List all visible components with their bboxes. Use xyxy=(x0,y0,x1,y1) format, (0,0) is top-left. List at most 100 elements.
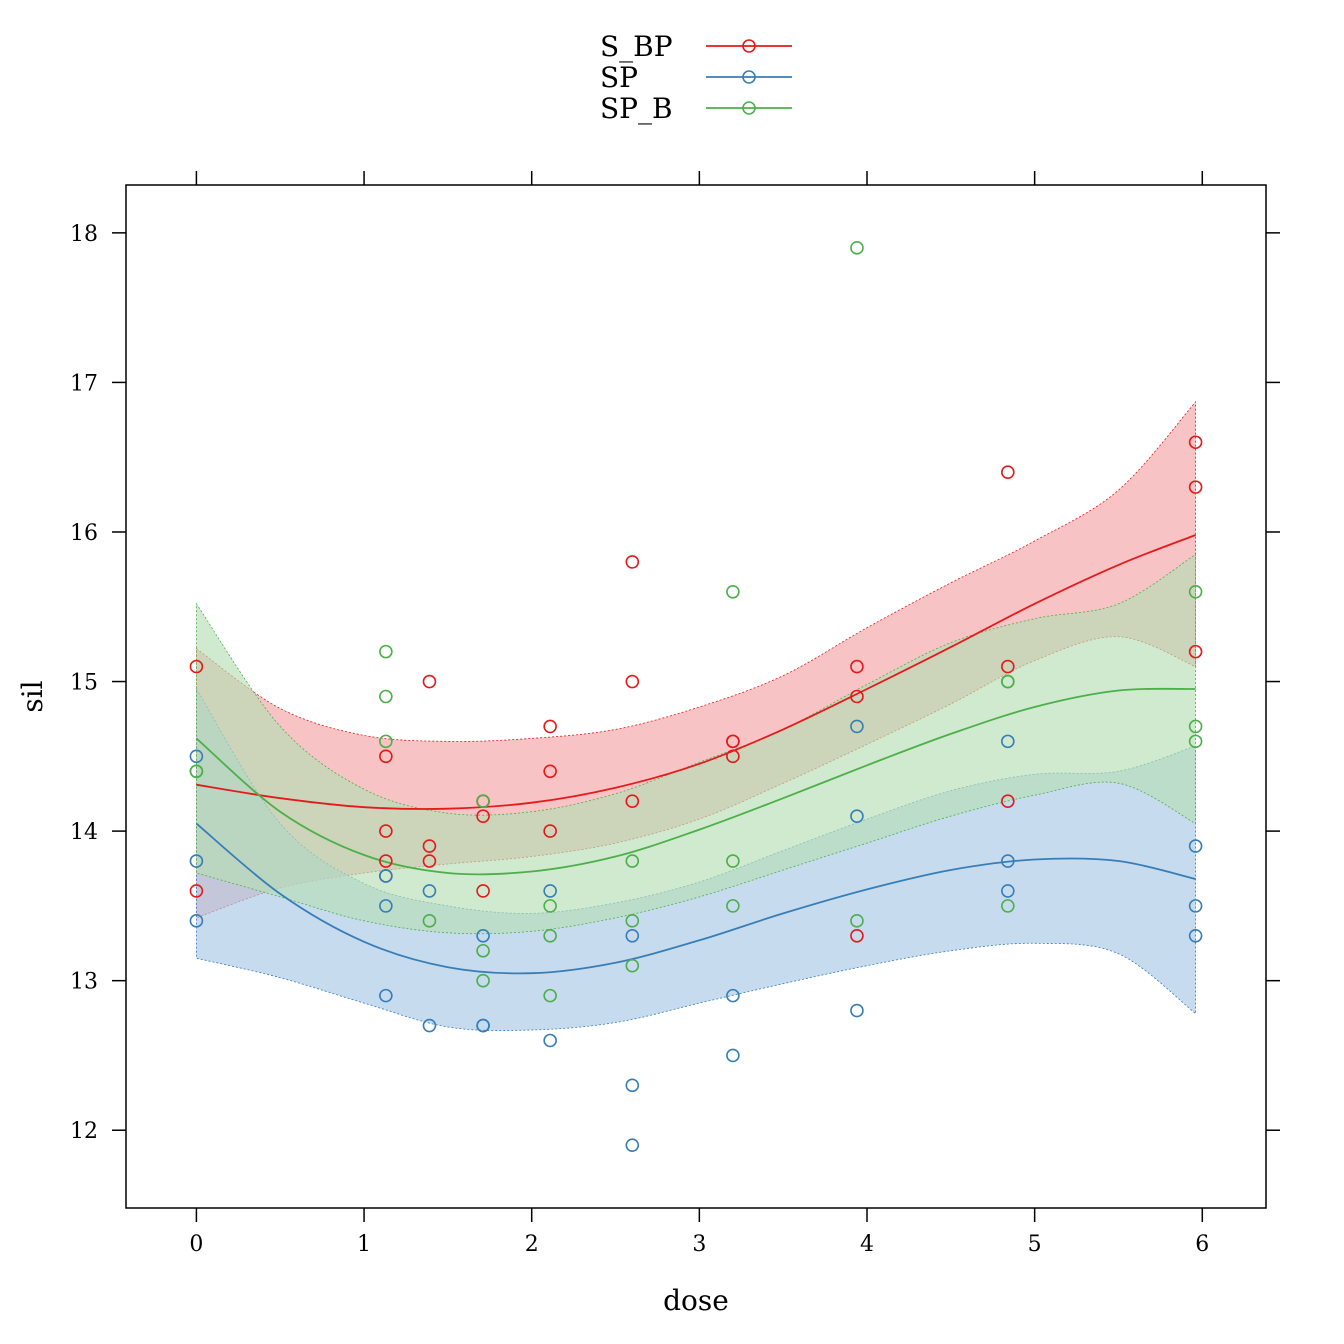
data-point xyxy=(850,1003,864,1018)
x-axis-title: dose xyxy=(663,1284,729,1317)
x-tick-label: 5 xyxy=(1028,1232,1042,1257)
data-point xyxy=(543,764,557,779)
data-point xyxy=(189,659,204,674)
data-point xyxy=(476,794,490,808)
data-point xyxy=(850,914,864,928)
data-point xyxy=(1001,734,1015,749)
x-tick-label: 4 xyxy=(860,1232,874,1257)
legend-label: SP_B xyxy=(600,92,673,125)
data-point xyxy=(850,241,864,255)
data-point xyxy=(850,809,864,823)
data-point xyxy=(625,854,640,868)
data-point xyxy=(1188,839,1203,853)
data-point xyxy=(379,854,393,868)
data-point xyxy=(625,674,640,689)
fit-line xyxy=(195,822,1196,975)
x-tick-label: 2 xyxy=(525,1232,539,1257)
data-point xyxy=(476,943,490,958)
data-point xyxy=(625,914,640,928)
data-point xyxy=(1001,659,1015,674)
data-point xyxy=(1188,644,1203,659)
data-point xyxy=(379,869,393,883)
data-point xyxy=(850,928,864,943)
data-point xyxy=(625,1138,640,1152)
data-point xyxy=(726,734,740,749)
data-point xyxy=(379,899,393,913)
data-point xyxy=(476,928,490,943)
x-tick-label: 6 xyxy=(1195,1232,1209,1257)
data-point xyxy=(726,585,740,599)
y-tick-label: 12 xyxy=(70,1119,98,1144)
plot-frame xyxy=(125,184,1267,1209)
legend-label: S_BP xyxy=(600,30,673,63)
data-point xyxy=(1188,435,1203,450)
data-point xyxy=(379,988,393,1003)
data-point xyxy=(476,884,490,898)
data-point xyxy=(1001,794,1015,808)
data-point xyxy=(1001,899,1015,913)
data-point xyxy=(379,689,393,704)
data-point xyxy=(850,659,864,674)
data-point xyxy=(625,555,640,569)
data-point xyxy=(422,674,437,689)
data-point xyxy=(850,689,864,704)
data-point xyxy=(625,794,640,808)
data-point xyxy=(379,734,393,749)
data-point xyxy=(543,719,557,734)
y-tick-label: 14 xyxy=(70,820,98,845)
data-point xyxy=(422,884,437,898)
data-point xyxy=(1001,465,1015,479)
data-point xyxy=(189,884,204,898)
data-point xyxy=(189,854,204,868)
data-point xyxy=(726,988,740,1003)
data-point xyxy=(1188,480,1203,494)
y-tick-label: 17 xyxy=(70,371,98,396)
data-point xyxy=(1188,734,1203,749)
data-point xyxy=(543,884,557,898)
x-tick-label: 0 xyxy=(189,1232,203,1257)
data-point xyxy=(543,988,557,1003)
legend-marker xyxy=(742,70,756,84)
data-point xyxy=(1188,928,1203,943)
y-tick-label: 13 xyxy=(70,970,98,995)
legend-label: SP xyxy=(600,61,638,94)
data-point xyxy=(543,899,557,913)
data-point xyxy=(543,928,557,943)
data-point xyxy=(1188,719,1203,734)
fit-lines xyxy=(195,534,1196,975)
y-tick-label: 15 xyxy=(70,671,98,696)
y-tick-label: 16 xyxy=(70,521,98,546)
data-point xyxy=(1001,854,1015,868)
fit-line xyxy=(195,687,1196,876)
legend-marker xyxy=(742,39,756,53)
data-point xyxy=(189,914,204,928)
data-point xyxy=(726,899,740,913)
data-point xyxy=(1188,899,1203,913)
data-point xyxy=(379,644,393,659)
data-point xyxy=(379,824,393,838)
legend-marker xyxy=(742,101,756,115)
data-points xyxy=(189,241,1203,1152)
data-point xyxy=(476,973,490,988)
data-point xyxy=(625,1078,640,1093)
data-point xyxy=(379,749,393,764)
y-axis-title: sil xyxy=(16,680,49,712)
data-point xyxy=(422,839,437,853)
data-point xyxy=(726,1048,740,1063)
data-point xyxy=(726,749,740,764)
data-point xyxy=(422,854,437,868)
y-tick-label: 18 xyxy=(70,222,98,247)
data-point xyxy=(476,809,490,823)
data-point xyxy=(1188,585,1203,599)
x-tick-label: 3 xyxy=(692,1232,706,1257)
data-point xyxy=(543,1033,557,1048)
data-point xyxy=(422,1018,437,1033)
data-point xyxy=(1001,884,1015,898)
fit-line xyxy=(196,534,1196,810)
data-point xyxy=(189,749,204,764)
data-point xyxy=(543,824,557,838)
data-point xyxy=(189,764,204,779)
data-point xyxy=(1001,674,1015,689)
